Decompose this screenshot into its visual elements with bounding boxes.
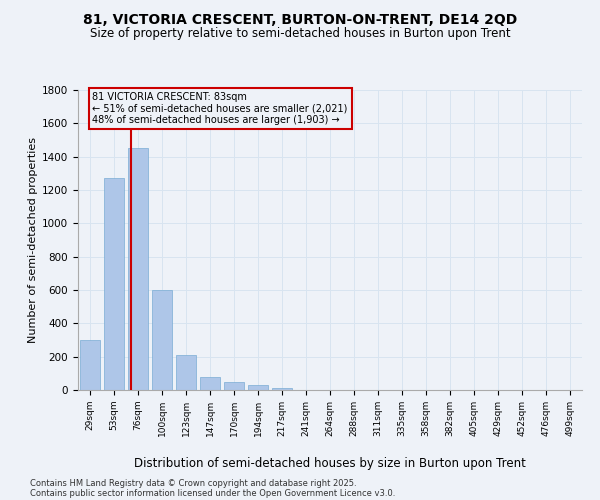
Bar (152, 290, 172, 390)
Text: Distribution of semi-detached houses by size in Burton upon Trent: Distribution of semi-detached houses by … (134, 458, 526, 470)
Bar (272, 388, 292, 390)
Text: Contains HM Land Registry data © Crown copyright and database right 2025.: Contains HM Land Registry data © Crown c… (30, 478, 356, 488)
Text: 81, VICTORIA CRESCENT, BURTON-ON-TRENT, DE14 2QD: 81, VICTORIA CRESCENT, BURTON-ON-TRENT, … (83, 12, 517, 26)
Text: 81 VICTORIA CRESCENT: 83sqm
← 51% of semi-detached houses are smaller (2,021)
48: 81 VICTORIA CRESCENT: 83sqm ← 51% of sem… (92, 92, 348, 125)
Text: Size of property relative to semi-detached houses in Burton upon Trent: Size of property relative to semi-detach… (89, 28, 511, 40)
Bar (176, 355, 196, 390)
Bar (80, 340, 100, 390)
Bar (104, 178, 124, 390)
Bar (224, 382, 244, 390)
Y-axis label: Number of semi-detached properties: Number of semi-detached properties (28, 137, 38, 343)
Bar (200, 376, 220, 390)
Bar (128, 148, 148, 390)
Text: Contains public sector information licensed under the Open Government Licence v3: Contains public sector information licen… (30, 488, 395, 498)
Bar (248, 385, 268, 390)
